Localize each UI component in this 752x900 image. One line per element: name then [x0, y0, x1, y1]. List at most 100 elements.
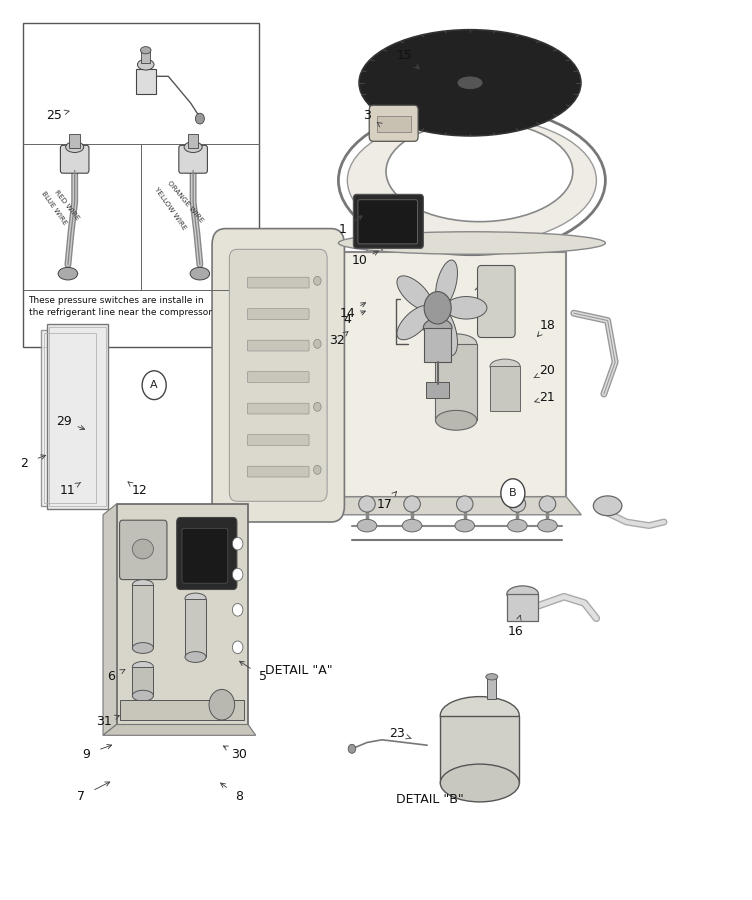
Bar [117, 504, 248, 724]
Text: 3: 3 [363, 109, 371, 122]
Polygon shape [314, 252, 337, 515]
Text: 6: 6 [108, 670, 115, 683]
Polygon shape [103, 504, 117, 735]
Text: B: B [509, 488, 517, 499]
Ellipse shape [441, 697, 519, 734]
Ellipse shape [359, 496, 375, 512]
Text: 12: 12 [132, 484, 147, 497]
Text: 5: 5 [259, 670, 267, 683]
Text: 18: 18 [539, 320, 556, 332]
Text: 17: 17 [377, 498, 393, 510]
Ellipse shape [58, 267, 77, 280]
Ellipse shape [404, 496, 420, 512]
FancyBboxPatch shape [478, 266, 515, 338]
Bar [141, 50, 150, 63]
Text: 9: 9 [83, 748, 90, 760]
Text: 32: 32 [329, 334, 344, 346]
FancyBboxPatch shape [247, 435, 309, 446]
Bar [426, 382, 449, 398]
Text: 30: 30 [231, 748, 247, 760]
Circle shape [348, 744, 356, 753]
Ellipse shape [132, 643, 153, 653]
Text: 16: 16 [508, 626, 523, 638]
Circle shape [314, 339, 321, 348]
Text: 29: 29 [56, 415, 71, 428]
FancyBboxPatch shape [247, 340, 309, 351]
FancyBboxPatch shape [358, 200, 417, 244]
Bar [49, 327, 106, 506]
Ellipse shape [435, 334, 477, 354]
Ellipse shape [539, 496, 556, 512]
Text: RED WIRE: RED WIRE [53, 188, 80, 220]
Ellipse shape [423, 319, 452, 337]
Ellipse shape [65, 141, 83, 152]
Ellipse shape [538, 519, 557, 532]
Ellipse shape [185, 593, 206, 604]
Bar [487, 677, 496, 699]
Ellipse shape [402, 519, 422, 532]
FancyBboxPatch shape [177, 518, 237, 590]
Text: 15: 15 [396, 50, 413, 62]
Ellipse shape [435, 308, 457, 356]
Text: These pressure switches are installe in
the refrigerant line near the compressor: These pressure switches are installe in … [29, 296, 211, 317]
Bar [132, 667, 153, 696]
Text: BLUE WIRE: BLUE WIRE [40, 190, 68, 226]
Text: 1: 1 [338, 223, 346, 236]
FancyBboxPatch shape [247, 309, 309, 320]
Ellipse shape [338, 231, 605, 254]
Text: 25: 25 [46, 109, 62, 122]
Ellipse shape [190, 267, 210, 280]
Ellipse shape [185, 652, 206, 662]
Ellipse shape [132, 662, 153, 672]
Ellipse shape [357, 519, 377, 532]
Text: 4: 4 [344, 313, 351, 326]
Text: 10: 10 [351, 255, 368, 267]
Text: DETAIL "B": DETAIL "B" [396, 793, 464, 806]
Bar [337, 252, 566, 497]
Ellipse shape [397, 275, 432, 310]
Ellipse shape [458, 76, 482, 88]
Polygon shape [314, 497, 581, 515]
Ellipse shape [141, 47, 151, 54]
Bar [23, 22, 259, 346]
Bar [188, 133, 199, 148]
Circle shape [314, 276, 321, 285]
Text: 14: 14 [340, 307, 355, 320]
Ellipse shape [132, 690, 153, 701]
Circle shape [501, 479, 525, 508]
Circle shape [209, 689, 235, 720]
FancyBboxPatch shape [179, 145, 208, 173]
Ellipse shape [347, 116, 596, 245]
Circle shape [314, 465, 321, 474]
Circle shape [232, 537, 243, 550]
Circle shape [142, 371, 166, 400]
Text: YELLOW WIRE: YELLOW WIRE [153, 185, 187, 230]
FancyBboxPatch shape [182, 528, 228, 583]
Bar [441, 716, 519, 783]
FancyBboxPatch shape [353, 194, 423, 248]
Text: 20: 20 [539, 364, 556, 377]
FancyBboxPatch shape [60, 145, 89, 173]
FancyBboxPatch shape [212, 229, 344, 522]
Text: DETAIL "A": DETAIL "A" [265, 664, 333, 677]
Bar [185, 598, 206, 657]
FancyBboxPatch shape [229, 249, 327, 501]
Bar [435, 344, 477, 420]
Circle shape [424, 292, 451, 324]
Ellipse shape [184, 141, 202, 152]
Bar [507, 594, 538, 621]
Ellipse shape [490, 359, 520, 374]
Bar [377, 116, 411, 132]
Bar [136, 69, 156, 94]
Ellipse shape [508, 519, 527, 532]
Bar [424, 328, 451, 362]
FancyBboxPatch shape [247, 403, 309, 414]
Text: 23: 23 [390, 727, 405, 740]
Circle shape [196, 113, 205, 124]
Bar [44, 333, 96, 503]
Circle shape [232, 641, 243, 653]
FancyBboxPatch shape [369, 105, 418, 141]
FancyBboxPatch shape [120, 520, 167, 580]
Bar [41, 330, 98, 506]
FancyBboxPatch shape [247, 277, 309, 288]
